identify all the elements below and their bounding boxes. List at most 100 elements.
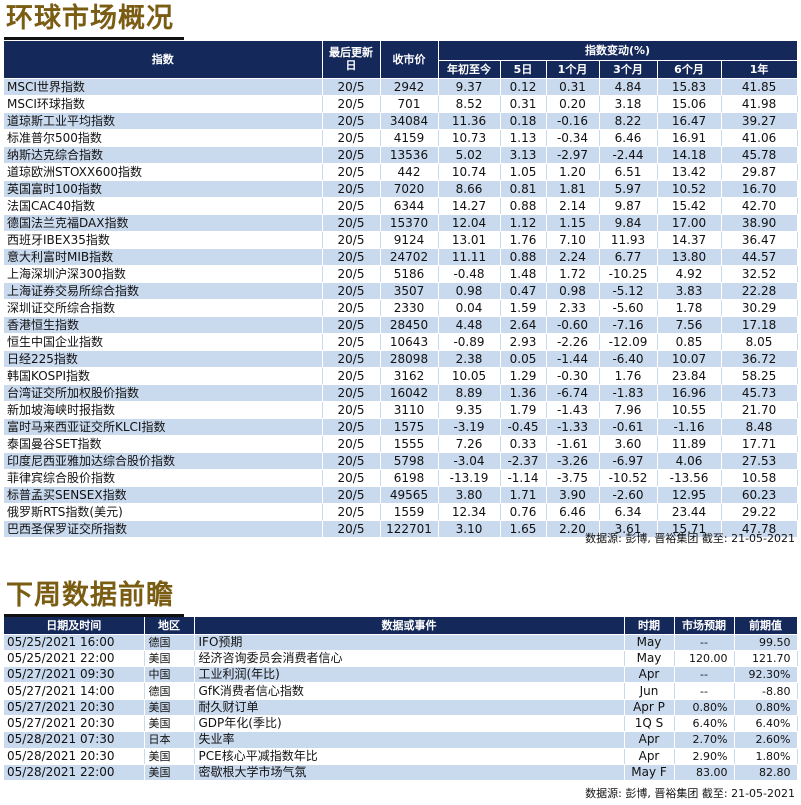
event-cell: 经济咨询委员会消费者信心: [194, 650, 625, 668]
change-1y-cell: 58.25: [721, 367, 798, 385]
ytd-cell: -0.48: [438, 265, 501, 283]
table-row: 上海证券交易所综合指数 20/5 3507 0.98 0.47 0.98 -5.12 3.83…: [4, 282, 798, 300]
close-cell: 6344: [380, 197, 439, 215]
change-3m-cell: 7.96: [599, 401, 658, 419]
last-update-cell: 20/5: [322, 214, 381, 232]
index-name: 上海证券交易所综合指数: [4, 282, 323, 300]
change-1m-cell: 2.24: [546, 248, 600, 266]
ytd-cell: 10.73: [438, 129, 501, 147]
last-update-cell: 20/5: [322, 197, 381, 215]
ytd-cell: 7.26: [438, 435, 501, 453]
header-change-group: 指数变动(%): [438, 41, 798, 61]
table-row: 菲律宾综合股价指数 20/5 6198 -13.19 -1.14 -3.75 -10.52-…: [4, 469, 798, 487]
change-1m-cell: 2.33: [546, 299, 600, 317]
change-1y-cell: 60.23: [721, 486, 798, 504]
change-6m-cell: 15.42: [657, 197, 722, 215]
previous-cell: 2.60%: [734, 731, 798, 749]
header-event: 数据或事件: [194, 617, 625, 635]
close-cell: 3507: [380, 282, 439, 300]
last-update-cell: 20/5: [322, 452, 381, 470]
change-5d-cell: 1.65: [500, 520, 547, 538]
close-cell: 28098: [380, 350, 439, 368]
index-name: 富时马来西亚证交所KLCI指数: [4, 418, 323, 436]
table-row: 恒生中国企业指数 20/5 10643 -0.89 2.93 -2.26 -12.09 0.8…: [4, 333, 798, 351]
index-name: 俄罗斯RTS指数(美元): [4, 503, 323, 521]
change-5d-cell: 1.05: [500, 163, 547, 181]
title-underline: [4, 37, 184, 40]
index-name: 上海深圳沪深300指数: [4, 265, 323, 283]
change-1m-cell: -2.26: [546, 333, 600, 351]
change-3m-cell: -5.60: [599, 299, 658, 317]
header-6m: 6个月: [657, 60, 722, 79]
datetime-cell: 05/28/2021 22:00: [4, 764, 145, 782]
table-row: 05/28/2021 07:30 日本 失业率 Apr 2.70% 2.60%: [4, 731, 798, 749]
region-cell: 美国: [144, 699, 195, 716]
change-5d-cell: 1.29: [500, 367, 547, 385]
change-3m-cell: 11.93: [599, 231, 658, 249]
ytd-cell: 2.38: [438, 350, 501, 368]
change-5d-cell: 0.88: [500, 248, 547, 266]
change-1y-cell: 45.73: [721, 384, 798, 402]
change-5d-cell: -1.14: [500, 469, 547, 487]
table-row: 标普孟买SENSEX指数 20/5 49565 3.80 1.71 3.90 -2.60 12…: [4, 486, 798, 504]
previous-cell: 82.80: [734, 764, 798, 782]
table-row: 05/27/2021 20:30 美国 耐久财订单 Apr P 0.80% 0.80%: [4, 699, 798, 716]
change-1y-cell: 17.18: [721, 316, 798, 334]
change-6m-cell: 10.55: [657, 401, 722, 419]
change-1y-cell: 8.05: [721, 333, 798, 351]
ytd-cell: 3.10: [438, 520, 501, 538]
table-row: 05/25/2021 16:00 德国 IFO预期 May -- 99.50: [4, 634, 798, 651]
ytd-cell: 11.36: [438, 112, 501, 130]
data-preview-table: 日期及时间 地区 数据或事件 时期 市场预期 前期值 05/25/2021 16…: [4, 617, 798, 782]
change-6m-cell: 3.83: [657, 282, 722, 300]
last-update-cell: 20/5: [322, 163, 381, 181]
period-cell: Apr: [624, 748, 675, 765]
datetime-cell: 05/27/2021 20:30: [4, 715, 145, 733]
change-1y-cell: 32.52: [721, 265, 798, 283]
datetime-cell: 05/28/2021 07:30: [4, 731, 145, 749]
change-1m-cell: 1.72: [546, 265, 600, 283]
ytd-cell: 5.02: [438, 146, 501, 164]
close-cell: 701: [380, 95, 439, 113]
change-6m-cell: 10.52: [657, 180, 722, 198]
previous-cell: -8.80: [734, 682, 798, 700]
index-name: 台湾证交所加权股价指数: [4, 384, 323, 402]
index-name: MSCI世界指数: [4, 78, 323, 96]
close-cell: 1555: [380, 435, 439, 453]
change-1y-cell: 30.29: [721, 299, 798, 317]
change-1y-cell: 41.85: [721, 78, 798, 96]
close-cell: 3110: [380, 401, 439, 419]
previous-cell: 6.40%: [734, 715, 798, 733]
table-row: 英国富时100指数 20/5 7020 8.66 0.81 1.81 5.97 10.52 16…: [4, 180, 798, 198]
close-cell: 4159: [380, 129, 439, 147]
change-5d-cell: 1.59: [500, 299, 547, 317]
change-6m-cell: -1.16: [657, 418, 722, 436]
change-6m-cell: 10.07: [657, 350, 722, 368]
change-1m-cell: -0.60: [546, 316, 600, 334]
forecast-cell: 2.90%: [674, 748, 735, 765]
title-underline: [4, 614, 184, 617]
ytd-cell: 3.80: [438, 486, 501, 504]
previous-cell: 99.50: [734, 634, 798, 651]
header-index: 指数: [4, 41, 323, 79]
forecast-cell: 2.70%: [674, 731, 735, 749]
close-cell: 16042: [380, 384, 439, 402]
change-1y-cell: 17.71: [721, 435, 798, 453]
last-update-cell: 20/5: [322, 78, 381, 96]
change-1y-cell: 36.47: [721, 231, 798, 249]
table-row: 日经225指数 20/5 28098 2.38 0.05 -1.44 -6.40 10.07 3…: [4, 350, 798, 368]
change-5d-cell: 0.76: [500, 503, 547, 521]
change-1y-cell: 44.57: [721, 248, 798, 266]
change-1y-cell: 29.22: [721, 503, 798, 521]
table-row: 05/28/2021 20:30 美国 PCE核心平减指数年比 Apr 2.90% 1.8…: [4, 748, 798, 765]
last-update-cell: 20/5: [322, 248, 381, 266]
change-5d-cell: 2.64: [500, 316, 547, 334]
change-1y-cell: 38.90: [721, 214, 798, 232]
change-3m-cell: 6.51: [599, 163, 658, 181]
change-6m-cell: 15.83: [657, 78, 722, 96]
section-title-data-preview: 下周数据前瞻: [6, 580, 174, 611]
change-1m-cell: 0.31: [546, 78, 600, 96]
change-1y-cell: 41.98: [721, 95, 798, 113]
change-5d-cell: 0.05: [500, 350, 547, 368]
change-3m-cell: 3.18: [599, 95, 658, 113]
